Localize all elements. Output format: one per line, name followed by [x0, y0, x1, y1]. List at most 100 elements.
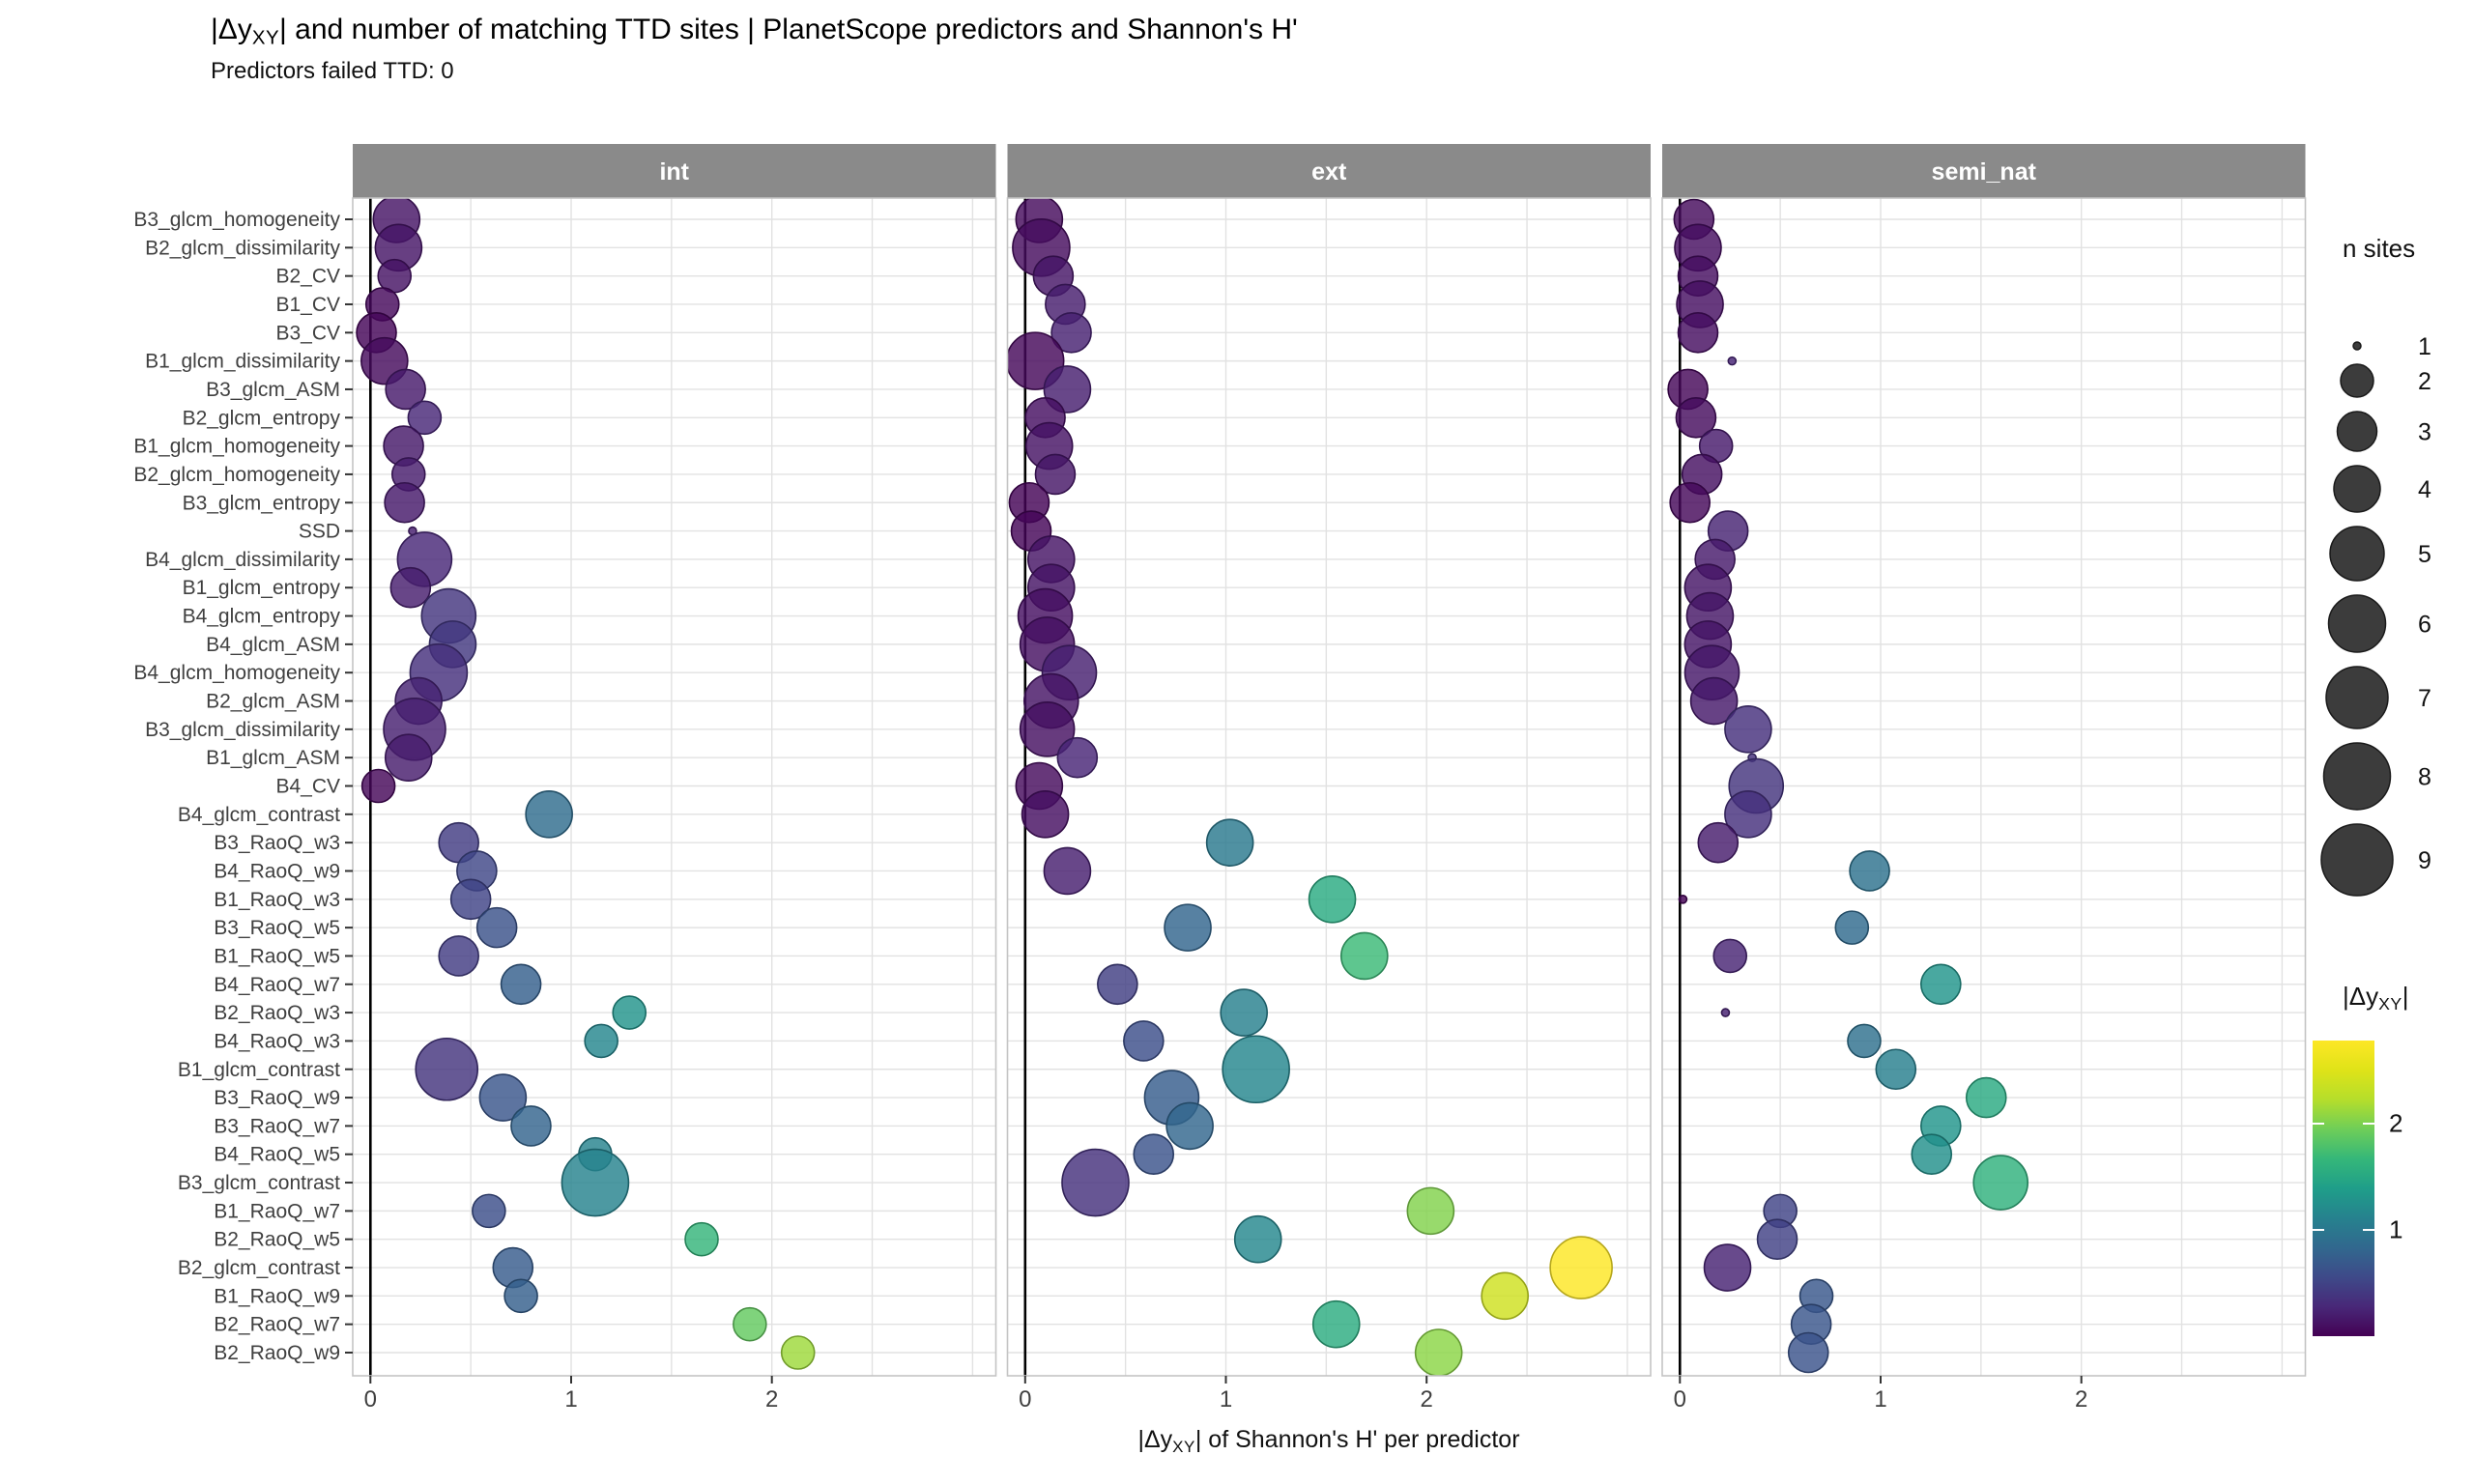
x-tick-label: 2	[765, 1386, 778, 1413]
bubble	[1021, 790, 1070, 839]
bubble	[500, 963, 542, 1006]
y-axis-label: B4_CV	[275, 776, 340, 798]
bubble	[415, 1037, 479, 1101]
y-axis-label: B4_glcm_homogeneity	[133, 662, 340, 684]
bubble	[1034, 453, 1077, 496]
bubble	[384, 733, 433, 782]
bubble	[684, 1221, 719, 1257]
y-axis-label: B3_RaoQ_w9	[214, 1087, 340, 1109]
size-legend-value: 9	[2418, 847, 2431, 874]
y-axis-label: B3_glcm_dissimilarity	[145, 719, 340, 741]
bubble	[1097, 963, 1138, 1006]
y-axis-label: B1_RaoQ_w3	[214, 889, 340, 911]
bubble	[475, 906, 518, 949]
bubble	[1834, 910, 1870, 945]
size-legend-title: n sites	[2343, 234, 2416, 263]
y-axis-label: B3_RaoQ_w5	[214, 917, 340, 939]
bubble	[1311, 1299, 1361, 1349]
size-legend-value: 5	[2418, 541, 2431, 568]
y-axis-label: B1_glcm_entropy	[183, 577, 341, 599]
bubble	[360, 768, 396, 804]
y-axis-label: B4_RaoQ_w9	[214, 860, 340, 882]
bubble	[525, 790, 573, 839]
bubble	[1308, 874, 1357, 924]
x-tick-label: 1	[1874, 1386, 1886, 1413]
bubble	[1061, 1148, 1130, 1217]
y-axis-label: B4_RaoQ_w5	[214, 1144, 340, 1166]
bubble	[478, 1073, 528, 1122]
y-axis-label: B4_RaoQ_w3	[214, 1030, 340, 1052]
size-legend-value: 6	[2418, 612, 2431, 639]
bubble	[1056, 736, 1099, 779]
y-axis-label: B3_CV	[275, 322, 340, 344]
bubble	[472, 1193, 506, 1229]
size-legend-dot	[2322, 742, 2392, 811]
bubble	[1669, 481, 1711, 524]
panel-border	[1661, 197, 2307, 1377]
gradient-tick-label: 1	[2389, 1214, 2403, 1244]
bubble	[449, 878, 492, 921]
bubble	[1849, 850, 1890, 892]
color-legend-title: |ΔyXY|	[2343, 982, 2409, 1013]
bubble	[1340, 931, 1389, 981]
size-legend-dot	[2327, 594, 2387, 653]
x-tick-label: 2	[1421, 1386, 1433, 1413]
bubble	[510, 1105, 552, 1147]
y-axis-label: B1_RaoQ_w9	[214, 1285, 340, 1307]
bubble	[733, 1306, 767, 1342]
bubble	[1220, 988, 1268, 1037]
gradient-tick-label: 2	[2389, 1108, 2403, 1138]
gradient-tick-mark	[2363, 1123, 2374, 1125]
bubble	[1911, 1133, 1953, 1176]
bubble	[1019, 701, 1076, 757]
y-axis-label: B2_CV	[275, 266, 340, 288]
bubble	[1675, 396, 1717, 439]
bubble	[389, 566, 432, 609]
bubble	[1920, 963, 1962, 1006]
color-gradient-bar	[2313, 1041, 2374, 1336]
y-axis-label: B2_glcm_homogeneity	[133, 464, 340, 486]
size-legend-value: 2	[2418, 368, 2431, 395]
x-tick-label: 2	[2075, 1386, 2087, 1413]
facet-label: ext	[1311, 158, 1347, 186]
bubble	[1165, 1101, 1214, 1151]
y-axis-label: B1_glcm_contrast	[178, 1059, 340, 1081]
y-axis-label: B2_glcm_dissimilarity	[145, 237, 340, 259]
bubble	[1133, 1133, 1175, 1176]
x-axis-title: |ΔyXY| of Shannon's H' per predictor	[1137, 1426, 1520, 1456]
bubble	[1724, 790, 1772, 839]
panel-background	[353, 198, 996, 1376]
bubble	[1233, 1214, 1282, 1264]
size-legend-dot	[2333, 465, 2381, 513]
y-axis-label: B3_glcm_entropy	[183, 492, 341, 514]
y-axis-label: B1_glcm_ASM	[206, 747, 340, 769]
size-legend-value: 4	[2418, 476, 2431, 503]
panel-border	[1006, 197, 1652, 1377]
y-axis-label: B2_RaoQ_w7	[214, 1314, 340, 1336]
x-tick-label: 0	[1019, 1386, 1031, 1413]
y-axis-label: B2_glcm_entropy	[183, 407, 341, 429]
bubble	[1703, 1243, 1752, 1292]
y-axis-label: B1_RaoQ_w7	[214, 1200, 340, 1222]
y-axis-label: B3_glcm_contrast	[178, 1172, 340, 1194]
size-legend-dot	[2320, 823, 2394, 897]
size-legend-value: 3	[2418, 419, 2431, 446]
y-axis-label: B4_glcm_contrast	[178, 804, 340, 826]
bubble	[1222, 1035, 1290, 1104]
y-axis-label: B2_RaoQ_w9	[214, 1342, 340, 1364]
bubble	[1965, 1076, 2007, 1119]
size-legend-dot	[2336, 411, 2378, 452]
facet-strip	[1007, 144, 1651, 198]
bubble	[385, 368, 426, 411]
y-axis-label: B1_CV	[275, 294, 340, 316]
chart-subtitle: Predictors failed TTD: 0	[211, 58, 454, 84]
bubble	[1756, 1218, 1798, 1260]
gradient-tick-mark	[2313, 1123, 2324, 1125]
facet-strip	[353, 144, 996, 198]
y-axis-label: B1_RaoQ_w5	[214, 945, 340, 967]
page-title: |ΔyXY| and number of matching TTD sites …	[211, 14, 1298, 49]
y-axis-label: SSD	[299, 521, 340, 543]
bubble	[438, 935, 479, 977]
